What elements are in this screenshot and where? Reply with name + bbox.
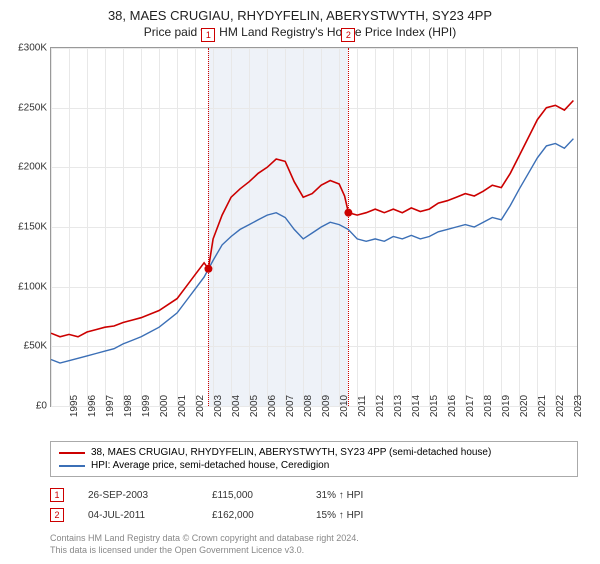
y-axis-label: £50K — [24, 341, 51, 352]
chart-series-line — [51, 139, 573, 363]
event-number: 2 — [50, 508, 64, 522]
event-delta: 15% ↑ HPI — [316, 510, 363, 521]
chart-title: 38, MAES CRUGIAU, RHYDYFELIN, ABERYSTWYT… — [12, 8, 588, 23]
event-row: 1 26-SEP-2003 £115,000 31% ↑ HPI — [50, 485, 588, 505]
y-axis-label: £250K — [18, 102, 51, 113]
y-axis-label: £150K — [18, 222, 51, 233]
chart-plot-area: £0£50K£100K£150K£200K£250K£300K199519961… — [50, 47, 578, 407]
event-price: £162,000 — [212, 510, 292, 521]
event-price: £115,000 — [212, 490, 292, 501]
legend-item: 38, MAES CRUGIAU, RHYDYFELIN, ABERYSTWYT… — [59, 446, 569, 459]
y-axis-label: £200K — [18, 162, 51, 173]
attribution: Contains HM Land Registry data © Crown c… — [50, 533, 588, 556]
event-date: 04-JUL-2011 — [88, 510, 188, 521]
event-date: 26-SEP-2003 — [88, 490, 188, 501]
y-axis-label: £300K — [18, 43, 51, 54]
chart-svg — [51, 48, 577, 406]
event-marker: 1 — [201, 28, 215, 42]
event-delta: 31% ↑ HPI — [316, 490, 363, 501]
legend-item: HPI: Average price, semi-detached house,… — [59, 459, 569, 472]
events-table: 1 26-SEP-2003 £115,000 31% ↑ HPI 2 04-JUL-201… — [50, 485, 588, 525]
chart-legend: 38, MAES CRUGIAU, RHYDYFELIN, ABERYSTWYT… — [50, 441, 578, 477]
y-axis-label: £100K — [18, 281, 51, 292]
chart-marker — [204, 265, 212, 273]
legend-swatch — [59, 465, 85, 467]
legend-label: HPI: Average price, semi-detached house,… — [91, 460, 329, 471]
y-axis-label: £0 — [36, 401, 51, 412]
event-row: 2 04-JUL-2011 £162,000 15% ↑ HPI — [50, 505, 588, 525]
attribution-line: Contains HM Land Registry data © Crown c… — [50, 533, 588, 545]
legend-label: 38, MAES CRUGIAU, RHYDYFELIN, ABERYSTWYT… — [91, 447, 491, 458]
legend-swatch — [59, 452, 85, 454]
event-marker: 2 — [341, 28, 355, 42]
event-number: 1 — [50, 488, 64, 502]
attribution-line: This data is licensed under the Open Gov… — [50, 545, 588, 557]
chart-marker — [344, 209, 352, 217]
chart-subtitle: Price paid vs. HM Land Registry's House … — [12, 25, 588, 39]
